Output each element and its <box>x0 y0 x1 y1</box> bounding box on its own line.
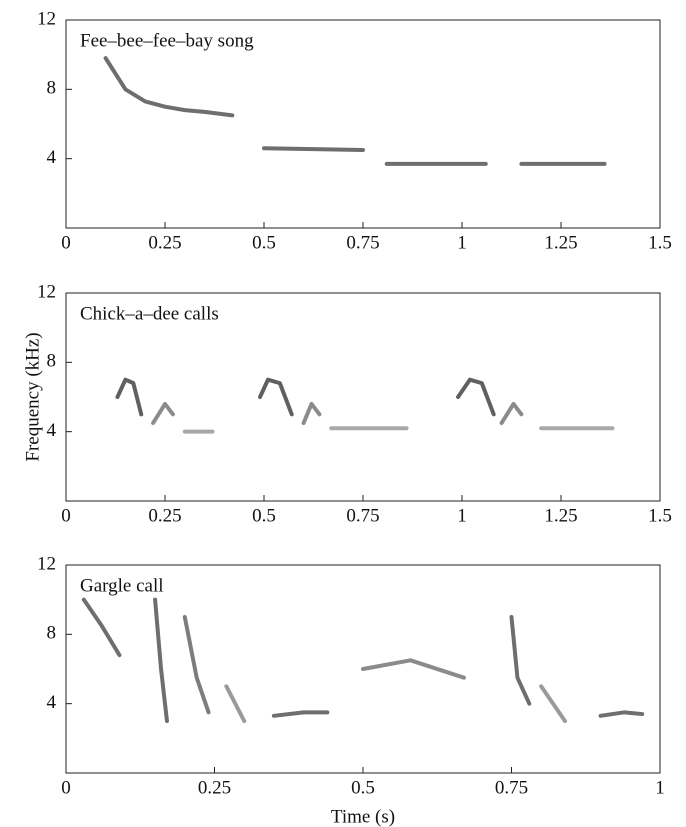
x-tick-label: 1 <box>457 232 467 253</box>
trace <box>301 401 322 425</box>
x-axis-label: Time (s) <box>331 806 395 827</box>
x-tick-label: 0.5 <box>351 777 375 798</box>
y-tick-label: 8 <box>47 78 57 99</box>
trace <box>182 615 211 715</box>
trace <box>539 684 567 723</box>
y-tick-label: 12 <box>37 281 56 302</box>
x-tick-label: 0.75 <box>346 232 379 253</box>
y-axis-label: Frequency (kHz) <box>22 332 43 461</box>
x-tick-label: 1 <box>655 777 665 798</box>
x-tick-label: 0.5 <box>252 505 276 526</box>
trace <box>151 401 175 425</box>
x-tick-label: 0 <box>61 232 71 253</box>
trace <box>262 146 365 152</box>
trace <box>509 615 532 706</box>
panel-title: Gargle call <box>80 575 164 596</box>
trace <box>103 56 235 118</box>
x-tick-label: 1.5 <box>648 505 672 526</box>
x-tick-label: 0.75 <box>495 777 528 798</box>
trace <box>224 684 247 723</box>
x-tick-label: 0.25 <box>148 232 181 253</box>
y-tick-label: 4 <box>47 420 57 441</box>
x-tick-label: 0 <box>61 777 71 798</box>
x-tick-label: 0.25 <box>148 505 181 526</box>
x-tick-label: 1.25 <box>544 232 577 253</box>
x-tick-label: 1 <box>457 505 467 526</box>
panel-title: Chick–a–dee calls <box>80 303 219 324</box>
trace <box>456 377 496 417</box>
y-tick-label: 8 <box>47 623 57 644</box>
trace <box>81 597 122 658</box>
x-tick-label: 0 <box>61 505 71 526</box>
trace <box>361 658 466 680</box>
trace <box>598 710 645 718</box>
x-tick-label: 0.5 <box>252 232 276 253</box>
panel-title: Fee–bee–fee–bay song <box>80 30 254 51</box>
y-tick-label: 8 <box>47 351 57 372</box>
x-tick-label: 0.75 <box>346 505 379 526</box>
y-tick-label: 12 <box>37 8 56 29</box>
trace <box>271 710 330 718</box>
trace <box>153 597 169 723</box>
y-tick-label: 12 <box>37 553 56 574</box>
y-tick-label: 4 <box>47 692 57 713</box>
x-tick-label: 0.25 <box>198 777 231 798</box>
x-tick-label: 1.5 <box>648 232 672 253</box>
trace <box>115 377 144 417</box>
x-tick-label: 1.25 <box>544 505 577 526</box>
trace <box>499 401 524 425</box>
trace <box>258 377 294 417</box>
y-tick-label: 4 <box>47 147 57 168</box>
